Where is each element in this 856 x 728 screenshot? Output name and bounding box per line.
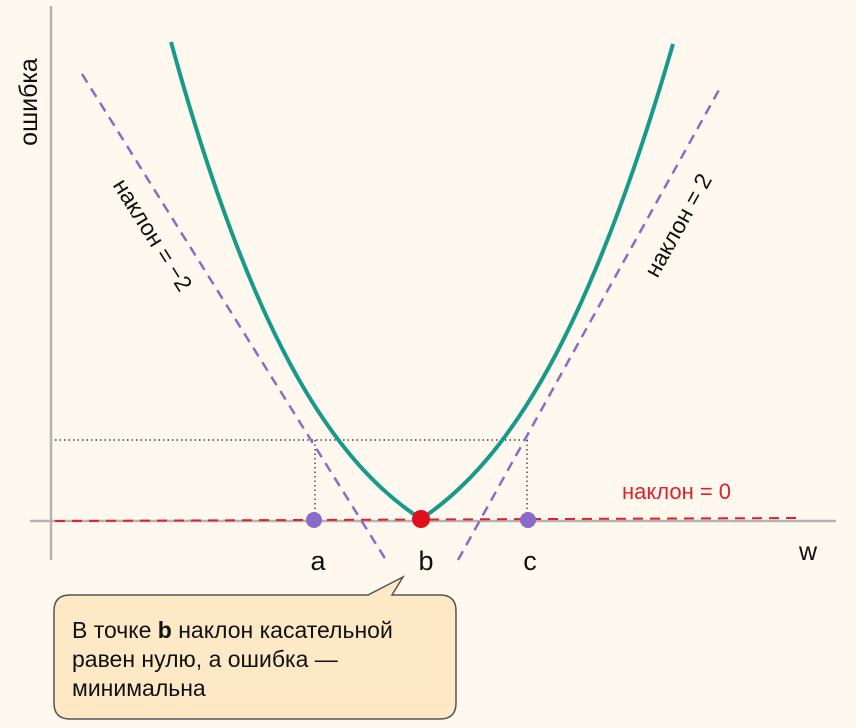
point-b-label: b: [418, 546, 433, 576]
callout-text: В точке b наклон касательной равен нулю,…: [72, 616, 452, 703]
point-b: [412, 510, 430, 528]
point-c-label: c: [523, 546, 537, 576]
point-c: [520, 512, 536, 528]
tangent-left-label: наклон = −2: [108, 174, 198, 296]
x-axis-label: w: [798, 538, 818, 566]
callout-text-prefix: В точке: [72, 617, 158, 643]
point-a-label: a: [310, 546, 326, 576]
point-a: [306, 512, 322, 528]
tangent-right-line: [456, 87, 722, 561]
callout-text-bold: b: [157, 617, 172, 643]
callout-bubble: [53, 575, 457, 720]
y-axis-label: ошибка: [15, 58, 43, 146]
callout-text-suffix: наклон касательной равен нулю, а ошибка …: [72, 617, 393, 701]
tangent-zero-line: [54, 517, 801, 522]
error-curve: [169, 41, 675, 522]
tangent-right-label: наклон = 2: [639, 169, 717, 281]
tangent-left-line: [80, 73, 388, 561]
tangent-zero-label: наклон = 0: [622, 479, 731, 504]
